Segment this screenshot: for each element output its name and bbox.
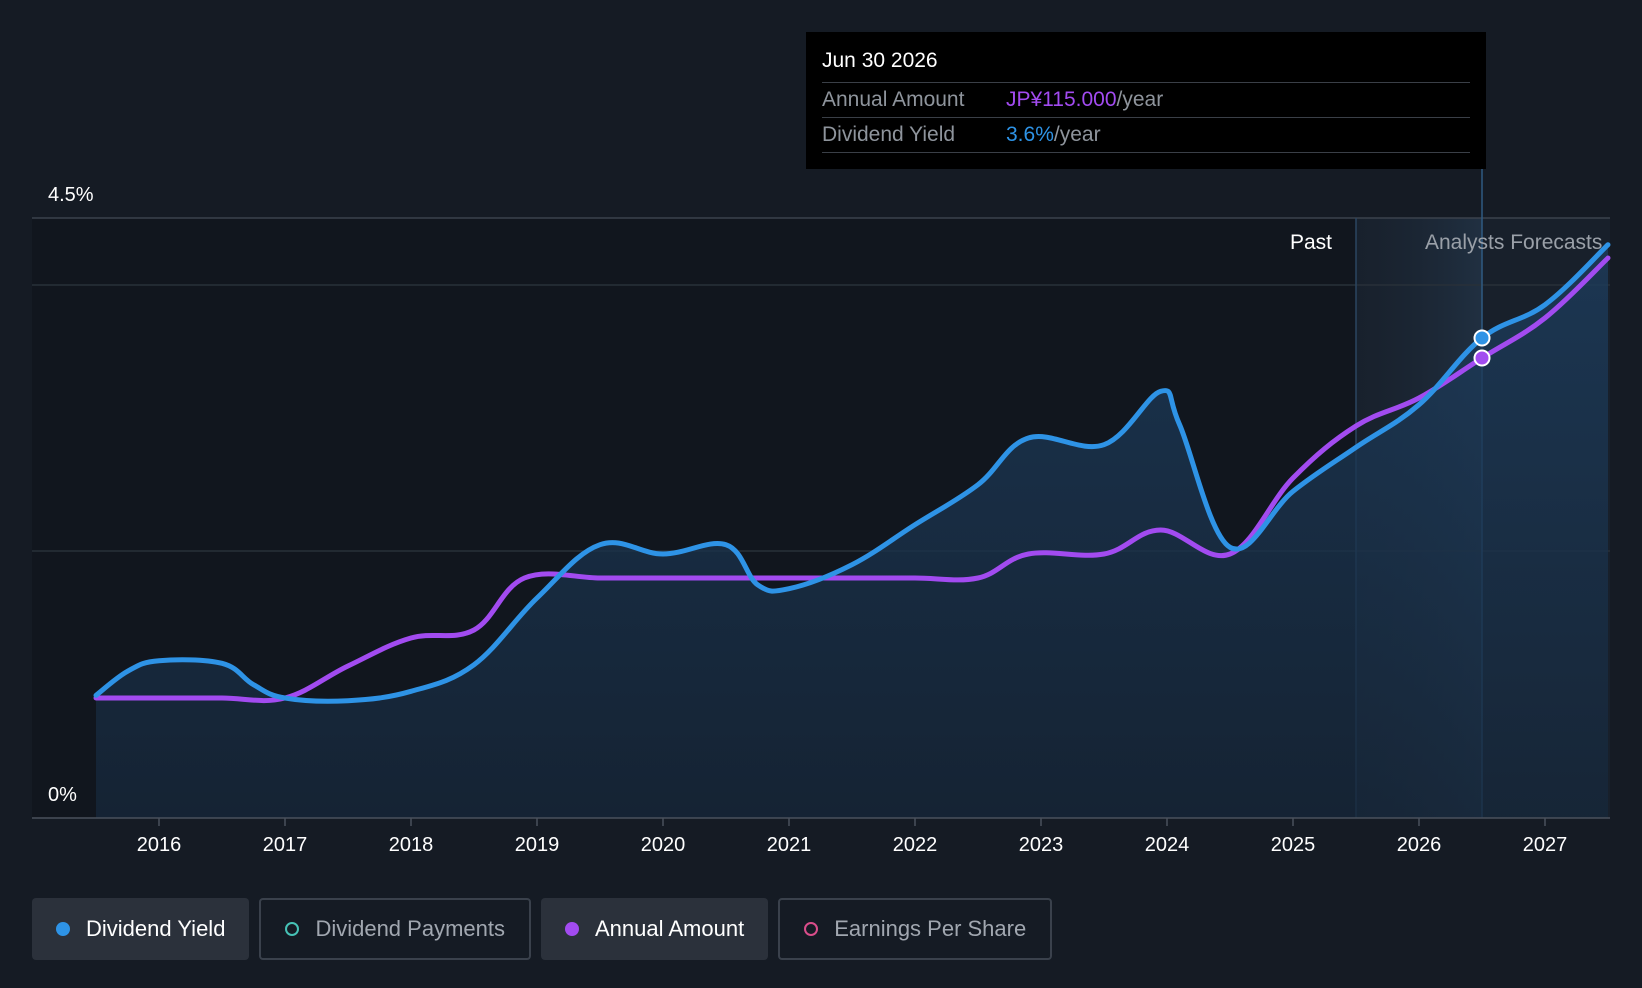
tooltip-label: Annual Amount xyxy=(822,88,965,111)
tooltip: Jun 30 2026 Annual Amount JP¥115.000 /ye… xyxy=(806,32,1486,169)
tooltip-date: Jun 30 2026 xyxy=(822,46,1470,83)
dividend-yield-marker xyxy=(1473,329,1491,347)
tooltip-row-dividend-yield: Dividend Yield 3.6% /year xyxy=(822,118,1470,153)
x-tick-label: 2016 xyxy=(137,834,182,856)
tooltip-value: JP¥115.000 xyxy=(1006,88,1117,111)
annual-amount-line xyxy=(93,255,1611,704)
legend-earnings-per-share-button[interactable]: Earnings Per Share xyxy=(778,898,1053,960)
annual-amount-marker xyxy=(1473,349,1491,367)
tooltip-unit: /year xyxy=(1053,123,1101,146)
tooltip-unit: /year xyxy=(1116,88,1164,111)
x-tick-label: 2018 xyxy=(389,834,434,856)
legend-dividend-payments-button[interactable]: Dividend Payments xyxy=(259,898,531,960)
x-tick-label: 2025 xyxy=(1271,834,1316,856)
x-tick-label: 2024 xyxy=(1145,834,1190,856)
x-tick-label: 2020 xyxy=(641,834,686,856)
y-axis-min-label: 0% xyxy=(48,784,77,806)
x-tick-label: 2026 xyxy=(1397,834,1442,856)
x-tick-label: 2022 xyxy=(893,834,938,856)
dividend-yield-dot-icon xyxy=(56,922,70,936)
annual-amount-dot-icon xyxy=(564,922,579,936)
dividend-yield-area xyxy=(96,244,1608,818)
x-tick-label: 2027 xyxy=(1523,834,1568,856)
dividend-payments-dot-icon xyxy=(285,922,300,936)
y-axis-max-label: 4.5% xyxy=(48,184,94,206)
x-tick-label: 2017 xyxy=(263,834,308,856)
x-tick-label: 2021 xyxy=(767,834,812,856)
x-tick-label: 2019 xyxy=(515,834,560,856)
tooltip-label: Dividend Yield xyxy=(822,123,956,146)
x-tick-label: 2023 xyxy=(1019,834,1064,856)
forecast-label: Analysts Forecasts xyxy=(1425,231,1602,254)
legend-label: Annual Amount xyxy=(594,916,745,941)
dividend-yield-line xyxy=(93,242,1611,704)
past-label: Past xyxy=(1290,231,1332,254)
earnings-per-share-dot-icon xyxy=(804,922,819,936)
legend-dividend-yield-button[interactable]: Dividend Yield xyxy=(32,898,250,960)
tooltip-row-annual-amount: Annual Amount JP¥115.000 /year xyxy=(822,83,1470,118)
legend-label: Earnings Per Share xyxy=(834,916,1027,941)
legend-label: Dividend Yield xyxy=(86,916,226,941)
legend: Dividend Yield Dividend Payments Annual … xyxy=(32,898,1053,960)
legend-annual-amount-button[interactable]: Annual Amount xyxy=(540,898,769,960)
legend-label: Dividend Payments xyxy=(315,916,505,941)
tooltip-value: 3.6% xyxy=(1006,123,1054,146)
